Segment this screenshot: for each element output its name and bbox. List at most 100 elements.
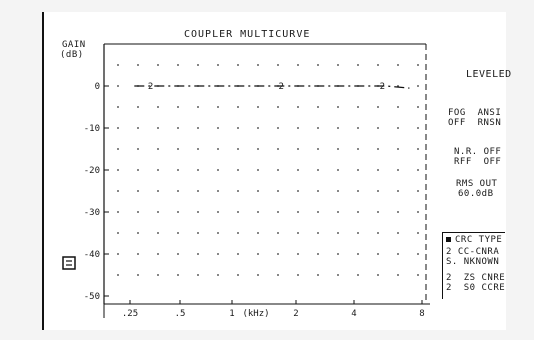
grid-dot [237, 253, 239, 255]
grid-dot [377, 127, 379, 129]
x-tick-label: 1 [229, 309, 234, 319]
y-tick-label: -20 [84, 166, 100, 176]
grid-dot [217, 169, 219, 171]
plot-grid [117, 64, 419, 276]
grid-dot [397, 64, 399, 66]
grid-dot [137, 106, 139, 108]
grid-dot [357, 169, 359, 171]
grid-dot [337, 106, 339, 108]
grid-dot [357, 64, 359, 66]
grid-dot [257, 211, 259, 213]
grid-dot [417, 106, 419, 108]
y-tick-label: -30 [84, 208, 100, 218]
grid-dot [137, 232, 139, 234]
grid-dot [137, 64, 139, 66]
grid-dot [417, 211, 419, 213]
grid-dot [217, 274, 219, 276]
grid-dot [217, 190, 219, 192]
grid-dot [337, 232, 339, 234]
plot-frame [103, 43, 430, 318]
grid-dot [317, 148, 319, 150]
grid-dot [277, 64, 279, 66]
grid-dot [317, 274, 319, 276]
grid-dot [117, 85, 119, 87]
grid-dot [157, 148, 159, 150]
y-tick-label: -50 [84, 292, 100, 302]
grid-dot [257, 64, 259, 66]
grid-dot [177, 274, 179, 276]
grid-dot [317, 211, 319, 213]
panel-line-so: 2 S0 CCRE [446, 283, 506, 293]
grid-dot [237, 274, 239, 276]
panel-line-crc: CRC TYPE [455, 235, 503, 245]
y-axis-label-gain: GAIN [62, 40, 86, 50]
grid-dot [137, 274, 139, 276]
grid-dot [277, 106, 279, 108]
grid-dot [297, 106, 299, 108]
grid-dot [177, 169, 179, 171]
grid-dot [377, 232, 379, 234]
grid-dot [137, 190, 139, 192]
grid-dot [217, 64, 219, 66]
curve-number-label: 2 [380, 82, 385, 92]
grid-dot [377, 211, 379, 213]
grid-dot [357, 148, 359, 150]
grid-dot [217, 211, 219, 213]
grid-dot [117, 253, 119, 255]
grid-dot [137, 211, 139, 213]
grid-dot [317, 106, 319, 108]
grid-dot [257, 190, 259, 192]
grid-dot [237, 211, 239, 213]
grid-dot [157, 232, 159, 234]
grid-dot [357, 211, 359, 213]
grid-dot [237, 127, 239, 129]
panel-line-known: S. NKNOWN [446, 257, 500, 267]
grid-dot [177, 190, 179, 192]
grid-dot [297, 169, 299, 171]
grid-dot [417, 64, 419, 66]
panel-line-rms: RMS OUT [456, 179, 498, 189]
grid-dot [317, 253, 319, 255]
grid-dot [337, 190, 339, 192]
filled-square-icon [446, 237, 451, 242]
grid-dot [197, 190, 199, 192]
grid-dot [397, 274, 399, 276]
grid-dot [297, 190, 299, 192]
grid-dot [357, 190, 359, 192]
grid-dot [397, 190, 399, 192]
grid-dot [237, 148, 239, 150]
grid-dot [117, 169, 119, 171]
grid-dot [137, 253, 139, 255]
grid-dot [297, 64, 299, 66]
grid-dot [377, 169, 379, 171]
grid-dot [277, 169, 279, 171]
grid-dot [177, 127, 179, 129]
grid-dot [277, 232, 279, 234]
grid-dot [157, 211, 159, 213]
grid-dot [397, 148, 399, 150]
grid-dot [357, 274, 359, 276]
grid-dot [177, 64, 179, 66]
curve-line [134, 85, 410, 89]
grid-dot [357, 253, 359, 255]
grid-dot [257, 148, 259, 150]
grid-dot [257, 274, 259, 276]
panel-line-nr: N.R. OFF [454, 147, 502, 157]
grid-dot [217, 253, 219, 255]
grid-dot [257, 169, 259, 171]
grid-dot [377, 64, 379, 66]
grid-dot [397, 253, 399, 255]
grid-dot [277, 127, 279, 129]
grid-dot [237, 64, 239, 66]
screen-frame [42, 12, 506, 330]
y-tick-label: -10 [84, 124, 100, 134]
curve-number-label: 2 [148, 82, 153, 92]
grid-dot [377, 148, 379, 150]
grid-dot [197, 127, 199, 129]
grid-dot [297, 127, 299, 129]
panel-line-zs: 2 ZS CNRE [446, 273, 506, 283]
grid-dot [197, 64, 199, 66]
x-tick-label: (kHz) [242, 309, 269, 319]
grid-dot [197, 211, 199, 213]
